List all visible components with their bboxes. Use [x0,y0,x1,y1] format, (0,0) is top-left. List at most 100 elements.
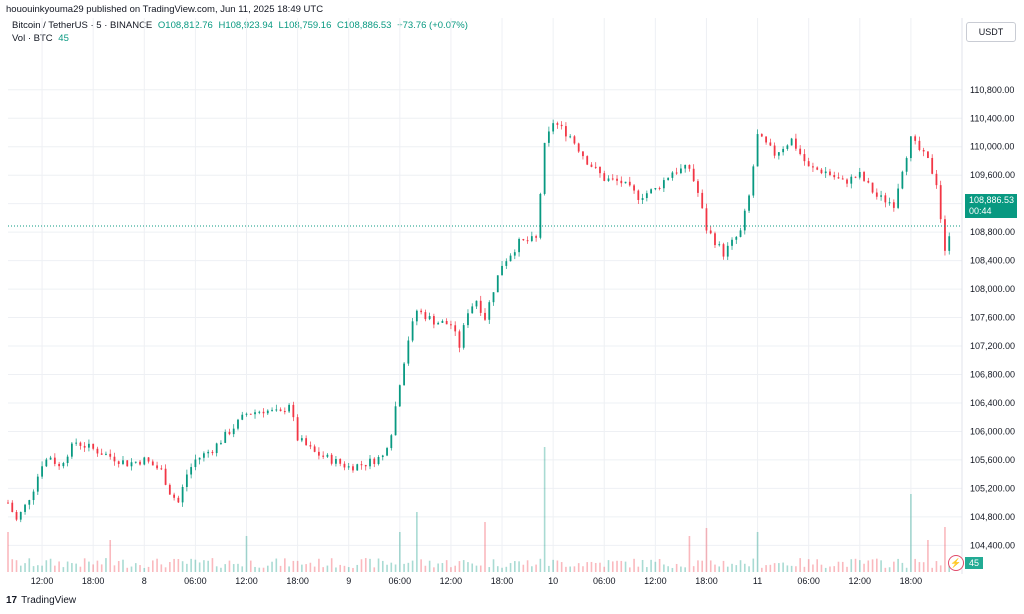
volume-bar [186,563,188,572]
candle-body [471,306,474,314]
candle-body [66,456,69,464]
candle-body [645,193,648,199]
volume-bar [407,562,410,572]
lightning-icon[interactable]: ⚡ [948,555,964,571]
volume-bar [15,560,18,572]
volume-bar [7,532,9,572]
candle-body [441,320,444,323]
volume-bar [49,558,52,572]
candle-series [7,119,951,523]
volume-bar [790,565,793,572]
volume-bar [867,560,870,572]
volume-bar [386,564,388,572]
volume-bar [905,567,908,572]
price-tick-label: 110,000.00 [970,142,1014,152]
candle-body [424,312,427,320]
volume-bar [245,536,248,572]
candle-body [122,460,124,464]
price-tick-label: 108,400.00 [970,256,1015,266]
candle-body [526,240,529,242]
volume-bar [786,565,789,572]
volume-bar [122,559,124,572]
volume-bar [190,558,192,572]
tradingview-logo[interactable]: 17 TradingView [6,595,76,606]
volume-bar [675,563,678,572]
candle-body [931,157,934,174]
symbol-label[interactable]: Bitcoin / TetherUS · 5 · BINANCE [12,20,153,31]
candle-body [726,245,729,257]
volume-bar [156,558,158,572]
volume-bar [824,567,827,572]
candle-body [198,457,201,460]
candle-body [496,275,499,293]
volume-bar [445,560,448,572]
candle-body [271,409,273,411]
candle-body [633,185,635,191]
volume-label[interactable]: Vol · BTC [12,33,53,44]
published-line: hououinkyouma29 published on TradingView… [6,4,324,15]
candle-body [296,417,299,441]
candle-body [194,459,197,468]
volume-bar [24,563,26,572]
candle-body [833,175,836,178]
volume-bar [134,563,137,572]
volume-bar [258,567,261,572]
candle-body [863,172,865,181]
candle-body [220,442,222,444]
volume-bar [343,565,346,572]
price-axis[interactable]: 110,800.00 110,400.00 110,000.00 109,600.00… [970,85,1015,551]
volume-bar [769,564,772,572]
candle-body [709,230,712,234]
candle-body [577,143,580,152]
volume-bar [701,560,704,572]
candle-body [867,180,870,183]
candle-body [45,459,48,467]
volume-bar [352,567,354,572]
candle-body [948,236,951,251]
volume-bar [88,561,90,572]
volume-bar [667,566,669,572]
candle-body [829,171,831,176]
volume-bar [841,561,844,572]
volume-bar [19,565,22,572]
volume-bar [611,561,614,572]
volume-bar [893,561,895,572]
tv-logo-icon: 17 [6,595,18,606]
volume-bar [403,563,405,572]
candle-body [922,149,925,152]
candle-body [228,431,231,435]
candle-body [611,178,614,180]
volume-bar [526,560,529,572]
volume-bar [194,559,197,572]
currency-button[interactable]: USDT [966,22,1016,42]
candle-body [782,148,785,153]
brand-name: TradingView [21,595,77,606]
candle-body [505,261,508,266]
volume-bar [335,567,337,572]
candle-body [484,312,486,320]
candle-body [501,265,503,276]
volume-bar [858,560,861,572]
volume-bar [641,559,644,572]
volume-bars [7,447,951,572]
candle-body [565,126,567,137]
candle-body [671,172,674,178]
candle-body [450,324,452,326]
candle-body [415,310,418,322]
volume-bar [846,566,848,572]
price-tick-label: 104,800.00 [970,512,1015,522]
volume-bar [109,540,112,572]
candle-body [616,178,618,181]
volume-bar [224,564,227,572]
candle-body [543,142,546,194]
volume-bar [522,564,525,572]
time-axis[interactable]: 12:00 18:00 8 06:00 12:00 18:00 9 06:00 12:00 18:… [31,576,922,586]
volume-bar [624,561,627,572]
candle-body [586,156,589,165]
candle-body [662,180,665,189]
volume-bar [939,565,942,572]
volume-bar [577,563,580,572]
volume-bar [394,564,397,572]
volume-bar [416,512,418,572]
